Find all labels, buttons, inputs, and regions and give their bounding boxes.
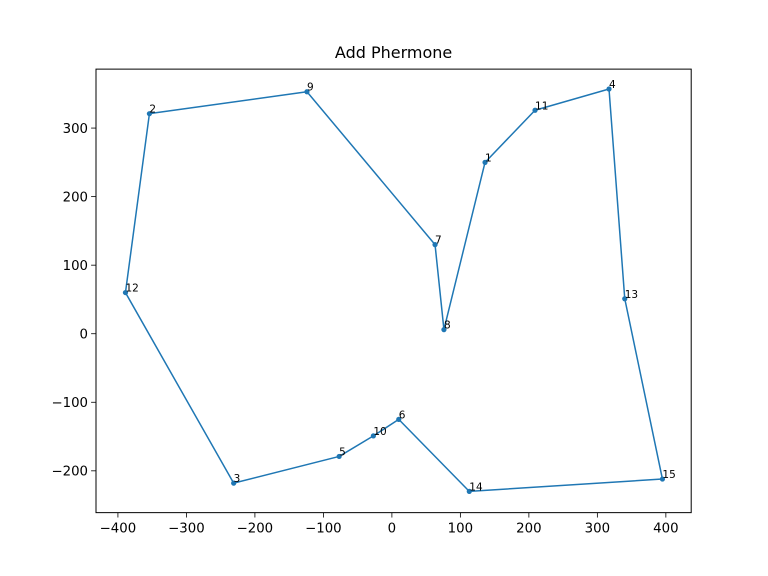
- x-tick-label: 200: [516, 522, 541, 537]
- point-label-10: 10: [373, 426, 386, 438]
- data-point-8: [441, 327, 447, 333]
- point-label-4: 4: [609, 79, 616, 91]
- point-label-1: 1: [485, 152, 492, 164]
- data-point-11: [532, 107, 538, 113]
- point-label-8: 8: [444, 320, 451, 332]
- data-point-4: [606, 86, 612, 92]
- x-tick-label: −400: [100, 522, 137, 537]
- data-point-10: [370, 433, 376, 439]
- point-label-6: 6: [399, 409, 406, 421]
- x-axis: −400 −300 −200 −100 0 100 200 300 400: [100, 512, 679, 537]
- data-point-13: [622, 296, 628, 302]
- data-point-12: [122, 289, 129, 296]
- point-label-7: 7: [435, 235, 442, 247]
- x-tick-label: 100: [448, 522, 473, 537]
- point-label-14: 14: [469, 481, 483, 493]
- point-label-2: 2: [149, 104, 156, 116]
- point-label-11: 11: [535, 100, 548, 112]
- point-label-3: 3: [234, 473, 241, 485]
- y-tick-label: −200: [51, 465, 88, 480]
- chart-title: Add Phermone: [335, 43, 452, 62]
- y-tick-label: −100: [51, 396, 88, 411]
- data-point-7: [432, 242, 438, 248]
- data-point-6: [396, 416, 402, 423]
- y-tick-label: 0: [80, 328, 88, 343]
- point-label-13: 13: [625, 289, 638, 301]
- data-point-9: [304, 89, 310, 95]
- data-point-5: [336, 453, 342, 460]
- y-axis: −200 −100 0 100 200 300: [51, 122, 96, 480]
- y-tick-label: 200: [63, 190, 88, 205]
- x-tick-label: 400: [653, 522, 678, 537]
- x-tick-label: −100: [305, 522, 342, 537]
- data-point-2: [146, 111, 153, 117]
- data-point-1: [482, 159, 488, 165]
- x-tick-label: 0: [388, 522, 396, 537]
- point-label-12: 12: [125, 283, 138, 295]
- point-label-9: 9: [307, 82, 314, 94]
- tour-path-line: [124, 88, 664, 493]
- data-point-15: [659, 476, 666, 482]
- x-tick-label: 300: [585, 522, 610, 537]
- axes-frame: [95, 68, 692, 514]
- x-tick-label: −200: [237, 522, 274, 537]
- point-label-5: 5: [339, 446, 346, 458]
- point-label-15: 15: [662, 469, 675, 481]
- data-point-3: [231, 480, 237, 486]
- data-point-14: [466, 488, 472, 494]
- y-tick-label: 300: [63, 122, 88, 137]
- y-tick-label: 100: [63, 259, 88, 274]
- x-tick-label: −300: [168, 522, 205, 537]
